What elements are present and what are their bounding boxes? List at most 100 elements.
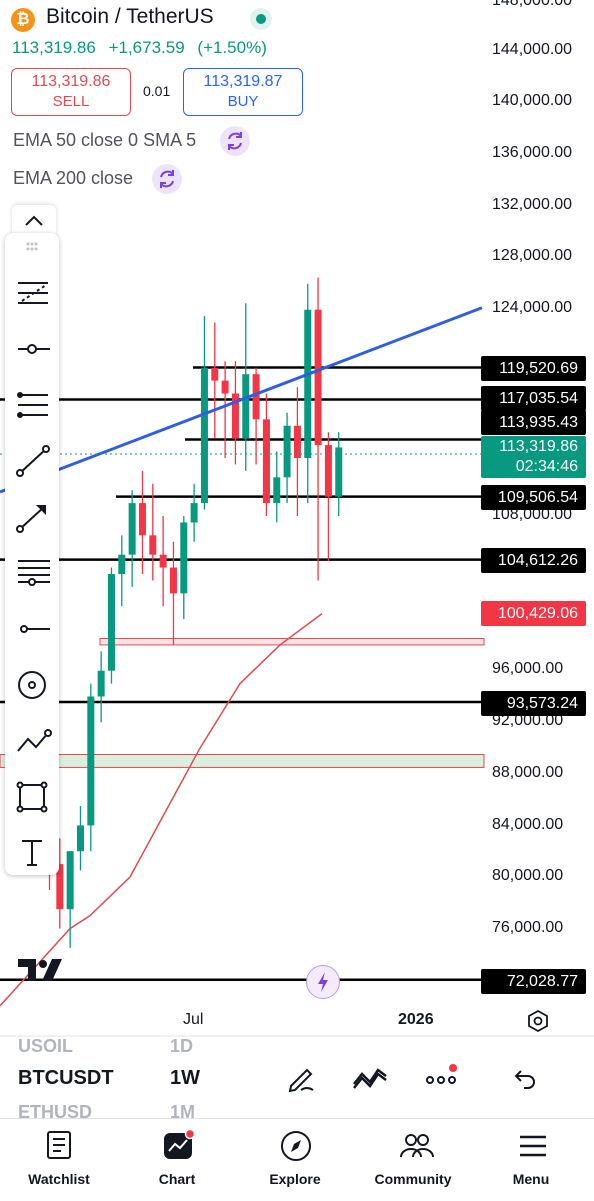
market-open-icon (250, 8, 272, 30)
candle-body (304, 309, 312, 458)
price-summary: 113,319.86 +1,673.59 (+1.50%) (12, 38, 275, 58)
price-axis-label: 96,000.00 (492, 660, 564, 677)
price-tag: 72,028.77 (481, 969, 586, 994)
price-tag: 113,935.43 (481, 410, 586, 435)
price-change: +1,673.59 (108, 38, 185, 57)
bottom-navigation: Watchlist Chart Explore Community Menu (0, 1118, 594, 1201)
candle-body (314, 309, 322, 446)
chart-settings-icon[interactable] (526, 1009, 550, 1038)
price-axis-label: 148,000.00 (492, 0, 573, 9)
candle-body (159, 554, 167, 568)
candle-body (283, 425, 291, 478)
nav-explore[interactable]: Explore (236, 1119, 354, 1201)
parallel-channel-icon[interactable] (10, 551, 54, 595)
prev-timeframe[interactable]: 1D (170, 1036, 194, 1056)
timeframe-selector[interactable]: 1W (170, 1067, 200, 1089)
zones (0, 637, 485, 768)
price-axis-label: 132,000.00 (492, 196, 573, 213)
indicator-ema200[interactable]: EMA 200 close (13, 168, 134, 188)
candle-body (335, 447, 343, 497)
candle-body (324, 445, 332, 497)
pencil-icon[interactable] (283, 1060, 319, 1101)
undo-icon[interactable] (508, 1060, 540, 1101)
price-axis-label: 136,000.00 (492, 144, 573, 161)
price-tag: 119,520.69 (481, 356, 586, 381)
price-axis-label: 76,000.00 (492, 919, 564, 936)
nav-chart[interactable]: Chart (118, 1119, 236, 1201)
chart-icon (164, 1129, 196, 1159)
more-options-icon[interactable] (421, 1060, 461, 1101)
buy-price: 113,319.87 (203, 73, 283, 90)
current-price: 113,319.86 (499, 438, 578, 455)
nav-watchlist[interactable]: Watchlist (0, 1119, 118, 1201)
next-timeframe[interactable]: 1M (170, 1102, 196, 1122)
horizontal-ray-icon[interactable] (10, 327, 54, 371)
nav-menu[interactable]: Menu (472, 1119, 590, 1201)
buy-label: BUY (227, 93, 259, 110)
nav-label: Community (374, 1171, 452, 1187)
watchlist-icon (47, 1131, 71, 1159)
candle-body (262, 419, 270, 504)
symbol-selector[interactable]: BTCUSDT (18, 1067, 114, 1089)
candle-body (149, 535, 157, 555)
lightning-icon[interactable] (306, 965, 340, 999)
price-axis-label: 88,000.00 (492, 764, 564, 781)
circle-icon[interactable] (10, 663, 54, 707)
collapse-toolbar-button[interactable] (12, 205, 56, 237)
prev-symbol[interactable]: USOIL (18, 1036, 74, 1056)
time-axis-label: Jul (183, 1011, 204, 1028)
ema-price-tag: 100,429.06 (481, 601, 586, 626)
candle-body (76, 825, 84, 852)
indicators-icon[interactable] (350, 1060, 390, 1101)
sell-price: 113,319.86 (31, 73, 111, 90)
last-price: 113,319.86 (12, 38, 96, 57)
candle-body (190, 503, 198, 523)
ray-icon[interactable] (10, 607, 54, 651)
refresh-icon[interactable] (220, 126, 250, 156)
arrow-line-icon[interactable] (10, 495, 54, 539)
text-icon[interactable] (10, 831, 54, 875)
bitcoin-logo-icon: ₿ (11, 8, 35, 32)
candle-body (56, 864, 64, 910)
hamburger-menu-icon (520, 1135, 546, 1157)
trend-line-icon[interactable] (10, 439, 54, 483)
tradingview-logo (16, 957, 64, 988)
next-symbol[interactable]: ETHUSD (18, 1102, 93, 1122)
path-icon[interactable] (10, 719, 54, 763)
current-price-tag: 113,319.86 02:34:46 (481, 436, 586, 478)
trendline (0, 306, 483, 494)
price-chart[interactable] (0, 0, 594, 1040)
price-axis-label: 84,000.00 (492, 816, 564, 833)
ema-200-line (0, 613, 323, 1007)
nav-label: Watchlist (28, 1171, 90, 1187)
buy-button[interactable]: 113,319.87 BUY (183, 68, 303, 116)
sell-button[interactable]: 113,319.86 SELL (11, 68, 131, 116)
nav-label: Explore (269, 1171, 321, 1187)
nav-community[interactable]: Community (354, 1119, 472, 1201)
ema-line (0, 613, 323, 1007)
candle-body (242, 374, 250, 439)
refresh-icon[interactable] (152, 164, 182, 194)
candle-body (252, 374, 260, 420)
rectangle-icon[interactable] (10, 775, 54, 819)
candle-body (87, 696, 95, 826)
price-axis-label: 124,000.00 (492, 299, 573, 316)
indicator-ema50[interactable]: EMA 50 close 0 SMA 5 (13, 130, 197, 150)
candle-body (211, 367, 219, 381)
candle-body (180, 522, 188, 594)
horizontal-levels (0, 366, 484, 982)
candle-body (138, 503, 146, 536)
candle-body (273, 477, 281, 504)
bar-countdown: 02:34:46 (515, 458, 578, 475)
trend-line-group-icon[interactable] (10, 271, 54, 315)
price-axis-label: 80,000.00 (492, 867, 564, 884)
candle-body (128, 503, 136, 555)
nav-label: Menu (512, 1171, 550, 1187)
symbol-title[interactable]: Bitcoin / TetherUS (46, 5, 214, 28)
price-tag: 109,506.54 (481, 485, 586, 510)
drawing-toolbar (5, 233, 59, 875)
trendline (0, 306, 483, 494)
community-icon (400, 1134, 434, 1158)
fib-retracement-icon[interactable] (10, 383, 54, 427)
candle-body (107, 574, 115, 671)
